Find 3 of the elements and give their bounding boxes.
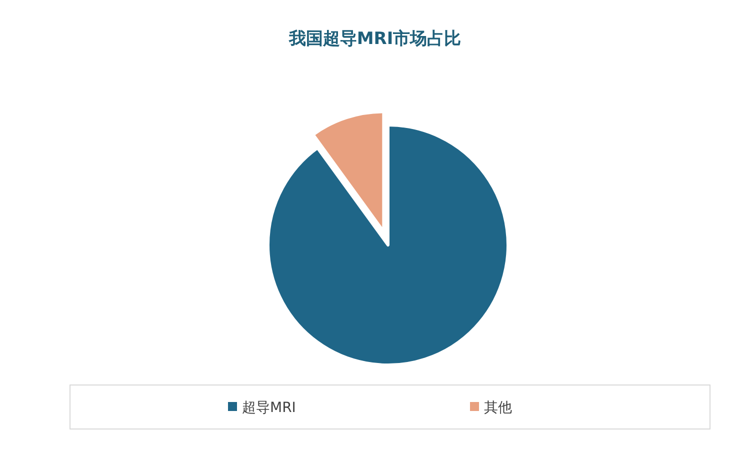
chart-title: 我国超导MRI市场占比 [288, 29, 462, 49]
legend-label: 超导MRI [242, 400, 296, 416]
legend-label: 其他 [484, 400, 512, 416]
